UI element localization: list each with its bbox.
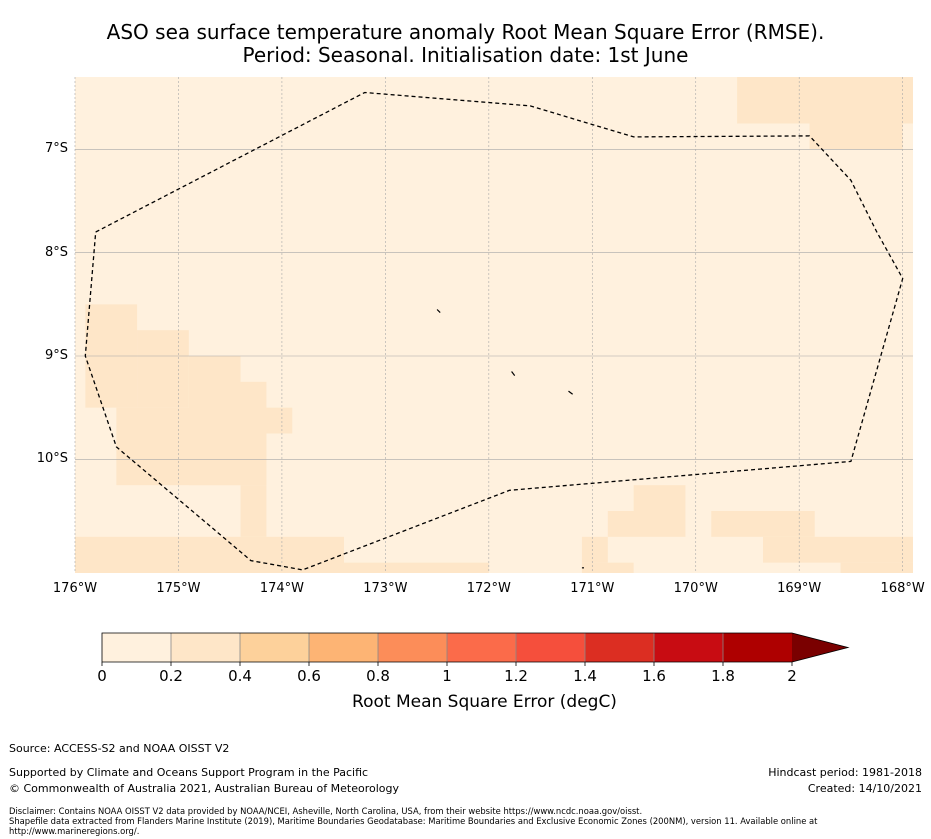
colorbar-segment [516,633,585,662]
supported-text: Supported by Climate and Oceans Support … [9,766,369,779]
island-outline [568,390,573,395]
lat-tick-label: 9°S [44,348,68,363]
disclaimer-line-1: Disclaimer: Contains NOAA OISST V2 data … [9,806,643,816]
rmse-cell [116,407,267,486]
colorbar-tick-label: 2 [787,667,797,685]
colorbar-segment [585,633,654,662]
rmse-cell [343,562,489,573]
colorbar-segment [102,633,171,662]
rmse-cell [809,123,903,150]
lon-tick-label: 172°W [466,581,511,596]
disclaimer: Disclaimer: Contains NOAA OISST V2 data … [9,806,924,836]
title-line-2: Period: Seasonal. Initialisation date: 1… [242,43,689,67]
lat-tick-label: 10°S [36,451,68,467]
colorbar-tick-label: 1.8 [711,667,735,685]
rmse-cell [840,562,913,573]
colorbar-segment [309,633,378,662]
colorbar-segment [723,633,792,662]
rmse-cell [75,536,344,573]
rmse-cell [581,536,608,563]
colorbar-tick-label: 1.2 [504,667,528,685]
lon-tick-label: 173°W [363,581,408,596]
lon-tick-label: 176°W [52,581,98,596]
colorbar-tick-label: 1.4 [573,667,597,685]
colorbar-segment [240,633,309,662]
lon-tick-label: 174°W [259,581,304,596]
colorbar-segment [447,633,516,662]
lon-tick-label: 170°W [673,581,718,596]
map-title: ASO sea surface temperature anomaly Root… [0,21,931,67]
colorbar-segment [654,633,723,662]
rmse-cell [633,485,686,511]
rmse-cell [711,511,815,537]
created-date: Created: 14/10/2021 [807,782,922,795]
disclaimer-line-2: Shapefile data extracted from Flanders M… [9,816,818,836]
rmse-cell [607,511,686,537]
colorbar-tick-label: 0.2 [159,667,183,685]
rmse-cell [266,407,293,434]
colorbar-segment [378,633,447,662]
colorbar-tick-label: 1 [442,667,452,685]
map-panel [74,77,913,573]
lon-tick-label: 169°W [777,581,822,596]
rmse-cell [762,536,913,563]
source-text: Source: ACCESS-S2 and NOAA OISST V2 [9,742,230,755]
colorbar-tick-label: 0.4 [228,667,252,685]
colorbar-outline [101,632,850,663]
rmse-field-background [75,77,913,573]
lon-tick-label: 175°W [156,581,201,596]
colorbar-tick-label: 0 [97,667,107,685]
island-outline [436,309,441,314]
island-outline [511,371,516,376]
rmse-cell [737,77,913,124]
eez-boundary [84,91,904,571]
rmse-cell [581,562,634,573]
colorbar-label: Root Mean Square Error (degC) [352,692,617,712]
colorbar-tick-label: 0.6 [297,667,321,685]
rmse-cell [137,330,189,408]
lat-tick-label: 7°S [44,141,68,157]
rmse-cell [240,485,267,537]
lon-tick-label: 168°W [880,581,925,596]
colorbar-tick-label: 0.8 [366,667,390,685]
colorbar-extend-arrow [792,633,848,662]
copyright-text: © Commonwealth of Australia 2021, Austra… [9,782,399,795]
colorbar [101,632,850,666]
hindcast-period: Hindcast period: 1981-2018 [768,766,922,779]
title-line-1: ASO sea surface temperature anomaly Root… [106,20,825,44]
colorbar-tick-label: 1.6 [642,667,666,685]
lon-tick-label: 171°W [570,581,615,596]
lat-tick-label: 8°S [44,244,68,260]
colorbar-segment [171,633,240,662]
